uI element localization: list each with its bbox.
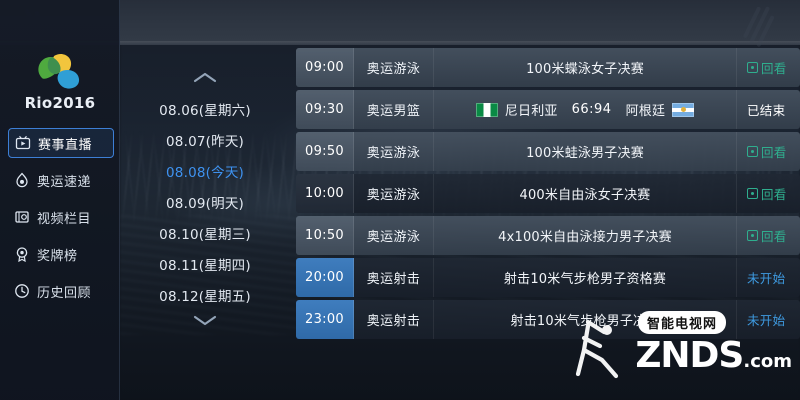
date-item[interactable]: 08.10(星期三) xyxy=(159,227,251,243)
argentina-flag xyxy=(672,102,695,117)
chevron-down-icon xyxy=(193,315,217,326)
row-status-text: 回看 xyxy=(761,145,787,160)
row-status-text: 已结束 xyxy=(747,103,786,118)
date-scroll-up-button[interactable] xyxy=(120,70,290,90)
sidebar-item-video[interactable]: 视频栏目 xyxy=(8,202,114,232)
date-picker-column: 08.06(星期六) 08.07(昨天) 08.08(今天) 08.09(明天)… xyxy=(120,0,290,400)
schedule-row[interactable]: 10:00 奥运游泳 400米自由泳女子决赛 回看 xyxy=(296,174,800,213)
row-event-title: 射击10米气步枪男子资格赛 xyxy=(503,272,667,287)
row-status-badge: 已结束 xyxy=(736,90,800,129)
clock-icon xyxy=(15,284,29,298)
row-status-text: 未开始 xyxy=(747,313,786,328)
row-category: 奥运游泳 xyxy=(354,132,434,171)
match-scoreline: 尼日利亚 66:94 阿根廷 xyxy=(440,100,730,119)
row-event-title: 100米蝶泳女子决赛 xyxy=(526,62,644,77)
away-team: 阿根廷 xyxy=(626,100,695,119)
row-category: 奥运射击 xyxy=(354,300,434,339)
date-item-today[interactable]: 08.08(今天) xyxy=(166,165,244,181)
replay-icon xyxy=(747,230,758,241)
video-frame-icon xyxy=(15,211,29,223)
sidebar-item-news[interactable]: 奥运速递 xyxy=(8,165,114,195)
home-team: 尼日利亚 xyxy=(475,100,558,119)
row-time: 10:00 xyxy=(296,174,354,213)
sidebar-item-label: 奥运速递 xyxy=(37,174,92,190)
row-match: 尼日利亚 66:94 阿根廷 xyxy=(434,90,736,129)
schedule-row[interactable]: 09:50 奥运游泳 100米蛙泳男子决赛 回看 xyxy=(296,132,800,171)
row-time: 09:00 xyxy=(296,48,354,87)
row-event-title: 射击10米气步枪男子决赛 xyxy=(510,314,660,329)
row-status-badge: 回看 xyxy=(736,174,800,213)
row-status-text: 回看 xyxy=(761,187,787,202)
row-time: 10:50 xyxy=(296,216,354,255)
shooting-athlete-figure-watermark xyxy=(575,319,619,379)
row-status-badge: 未开始 xyxy=(736,300,800,339)
row-status-text: 回看 xyxy=(761,229,787,244)
replay-icon xyxy=(747,146,758,157)
live-tv-icon xyxy=(15,135,31,150)
date-item[interactable]: 08.12(星期五) xyxy=(159,289,251,305)
row-category: 奥运游泳 xyxy=(354,216,434,255)
sidebar-nav: 赛事直播 奥运速递 视频栏目 奖牌榜 xyxy=(0,128,120,313)
date-scroll-down-button[interactable] xyxy=(120,312,290,332)
row-time: 09:50 xyxy=(296,132,354,171)
schedule-row[interactable]: 09:00 奥运游泳 100米蝶泳女子决赛 回看 xyxy=(296,48,800,87)
row-category: 奥运男篮 xyxy=(354,90,434,129)
row-status-badge: 未开始 xyxy=(736,258,800,297)
sidebar-item-history[interactable]: 历史回顾 xyxy=(8,276,114,306)
replay-icon xyxy=(747,188,758,199)
chevron-up-icon xyxy=(193,72,217,83)
away-team-name: 阿根廷 xyxy=(625,104,666,119)
row-time: 09:30 xyxy=(296,90,354,129)
nigeria-flag xyxy=(475,102,498,117)
schedule-row[interactable]: 10:50 奥运游泳 4x100米自由泳接力男子决赛 回看 xyxy=(296,216,800,255)
row-status-text: 未开始 xyxy=(747,271,786,286)
sidebar-item-medals[interactable]: 奖牌榜 xyxy=(8,239,114,269)
rio-2016-logo-mark xyxy=(38,54,80,89)
date-item[interactable]: 08.06(星期六) xyxy=(159,103,251,119)
row-status-badge: 回看 xyxy=(736,216,800,255)
row-status-badge: 回看 xyxy=(736,48,800,87)
sidebar-item-label: 赛事直播 xyxy=(38,137,93,153)
date-list: 08.06(星期六) 08.07(昨天) 08.08(今天) 08.09(明天)… xyxy=(120,96,290,313)
flame-icon xyxy=(16,172,28,188)
schedule-list: 09:00 奥运游泳 100米蝶泳女子决赛 回看 09:30 奥运男篮 尼日利亚… xyxy=(296,48,800,342)
row-status-text: 回看 xyxy=(761,61,787,76)
schedule-row[interactable]: 20:00 奥运射击 射击10米气步枪男子资格赛 未开始 xyxy=(296,258,800,297)
medal-icon xyxy=(16,247,28,262)
sidebar-item-label: 奖牌榜 xyxy=(37,248,78,264)
replay-icon xyxy=(747,62,758,73)
row-category: 奥运游泳 xyxy=(354,48,434,87)
sidebar-item-label: 历史回顾 xyxy=(37,285,92,301)
row-event-title: 100米蛙泳男子决赛 xyxy=(526,146,644,161)
row-category: 奥运游泳 xyxy=(354,174,434,213)
date-item[interactable]: 08.11(星期四) xyxy=(159,258,251,274)
top-band xyxy=(0,0,800,45)
sidebar: Rio2016 赛事直播 奥运速递 视频栏 xyxy=(0,0,120,400)
rio-2016-logo-text: Rio2016 xyxy=(24,94,96,112)
row-event-title: 400米自由泳女子决赛 xyxy=(519,188,651,203)
rio-2016-logo: Rio2016 xyxy=(0,48,120,112)
sidebar-item-live[interactable]: 赛事直播 xyxy=(8,128,114,158)
home-team-name: 尼日利亚 xyxy=(504,104,558,119)
row-category: 奥运射击 xyxy=(354,258,434,297)
schedule-row[interactable]: 23:00 奥运射击 射击10米气步枪男子决赛 未开始 xyxy=(296,300,800,339)
schedule-row[interactable]: 09:30 奥运男篮 尼日利亚 66:94 阿根廷 已结束 xyxy=(296,90,800,129)
row-time: 23:00 xyxy=(296,300,354,339)
row-event-title: 4x100米自由泳接力男子决赛 xyxy=(498,230,672,245)
date-item[interactable]: 08.09(明天) xyxy=(166,196,244,212)
date-item[interactable]: 08.07(昨天) xyxy=(166,134,244,150)
sidebar-item-label: 视频栏目 xyxy=(37,211,92,227)
match-score: 66:94 xyxy=(571,102,612,117)
row-status-badge: 回看 xyxy=(736,132,800,171)
row-time: 20:00 xyxy=(296,258,354,297)
